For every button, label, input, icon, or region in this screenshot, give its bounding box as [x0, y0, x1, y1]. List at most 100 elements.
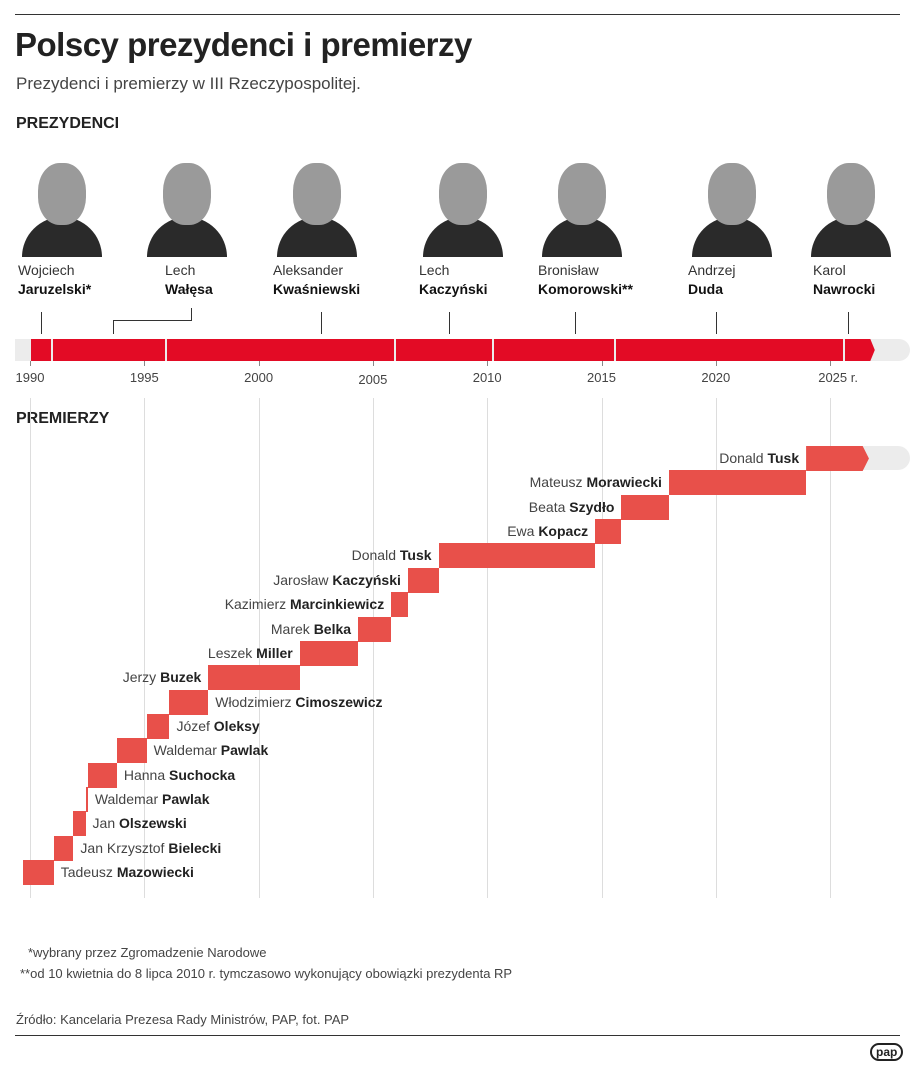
- pm-label: Beata Szydło: [529, 495, 615, 519]
- president-connector: [113, 320, 114, 334]
- president-name: Wojciech Jaruzelski*: [18, 261, 91, 299]
- last-name: Cimoszewicz: [295, 693, 383, 710]
- gridline: [372, 398, 374, 898]
- last-name: Suchocka: [169, 766, 236, 783]
- pm-bar: [438, 543, 596, 569]
- pm-bar: [23, 860, 54, 885]
- first-name: Aleksander: [273, 262, 344, 278]
- tick-mark: [30, 360, 31, 366]
- last-name: Pawlak: [162, 790, 210, 807]
- last-name: Jaruzelski*: [18, 281, 92, 297]
- last-name: Oleksy: [213, 717, 260, 734]
- footnote-2: **od 10 kwietnia do 8 lipca 2010 r. tymc…: [20, 966, 513, 981]
- president-name: Bronisław Komorowski**: [538, 261, 633, 299]
- president-connector: [41, 312, 42, 334]
- first-name: Jan: [92, 815, 116, 832]
- gridline: [258, 398, 260, 898]
- tick-mark: [830, 360, 832, 366]
- gridline: [830, 398, 832, 898]
- president-connector: [716, 312, 717, 334]
- x-tick-label: 2015: [587, 370, 616, 385]
- pm-label: Mateusz Morawiecki: [530, 470, 662, 494]
- tick-mark: [715, 360, 717, 366]
- last-name: Szydło: [569, 498, 615, 515]
- future-band: [862, 446, 911, 470]
- pm-bar: [299, 640, 359, 666]
- x-tick-label: 2000: [244, 370, 274, 385]
- president-connector: [848, 312, 849, 334]
- last-name: Kopacz: [538, 523, 589, 540]
- president-connector: [575, 312, 576, 334]
- first-name: Lech: [419, 262, 450, 278]
- first-name: Tadeusz: [60, 864, 113, 880]
- president-name: Karol Nawrocki: [813, 261, 875, 299]
- last-name: Wałęsa: [165, 281, 213, 297]
- president-photo: [807, 155, 895, 257]
- first-name: Jarosław: [273, 571, 329, 588]
- pm-label: Jan Krzysztof Bielecki: [80, 836, 221, 860]
- presidents-heading: PREZYDENCI: [16, 115, 120, 132]
- president-connector: [321, 312, 322, 334]
- source: Źródło: Kancelaria Prezesa Rady Ministró…: [16, 1012, 350, 1027]
- last-name: Duda: [688, 281, 723, 297]
- last-name: Nawrocki: [813, 281, 876, 297]
- gridline: [715, 398, 717, 898]
- first-name: Jan Krzysztof: [80, 839, 165, 856]
- tick-mark: [601, 360, 603, 366]
- first-name: Bronisław: [538, 262, 599, 278]
- top-rule: [15, 14, 900, 15]
- x-tick-label: 2005: [358, 372, 388, 387]
- last-name: Bielecki: [168, 839, 222, 856]
- president-name: Lech Kaczyński: [419, 261, 487, 299]
- pm-bar: [208, 665, 300, 691]
- pm-label: Jan Olszewski: [93, 811, 187, 835]
- first-name: Andrzej: [688, 262, 736, 278]
- pm-bar: [116, 738, 147, 764]
- president-photo: [18, 155, 106, 257]
- pm-label: Marek Belka: [271, 617, 351, 641]
- last-name: Marcinkiewicz: [290, 596, 385, 613]
- bottom-rule: [15, 1035, 900, 1036]
- first-name: Karol: [813, 262, 846, 278]
- last-name: Pawlak: [220, 742, 269, 759]
- pm-bar: [595, 519, 622, 545]
- last-name: Belka: [313, 620, 352, 637]
- first-name: Ewa: [507, 523, 535, 540]
- first-name: Mateusz: [529, 474, 583, 491]
- last-name: Buzek: [160, 669, 202, 686]
- president-photo: [419, 155, 507, 257]
- pm-label: Waldemar Pawlak: [95, 787, 210, 811]
- president-bar: [494, 339, 615, 361]
- last-name: Kaczyński: [332, 571, 401, 588]
- president-connector: [449, 312, 450, 334]
- pm-label: Kazimierz Marcinkiewicz: [225, 592, 385, 616]
- gridline: [487, 398, 489, 898]
- page-title: Polscy prezydenci i premierzy: [15, 26, 472, 63]
- president-connector: [113, 320, 192, 321]
- president-name: Andrzej Duda: [688, 261, 735, 299]
- first-name: Józef: [176, 717, 210, 734]
- pm-label: Donald Tusk: [719, 446, 799, 470]
- pm-label: Ewa Kopacz: [507, 519, 588, 543]
- last-name: Komorowski**: [538, 281, 633, 297]
- pm-bar: [146, 713, 170, 739]
- last-name: Tusk: [767, 450, 800, 467]
- tick-mark: [258, 360, 260, 366]
- gridline: [601, 398, 603, 898]
- pm-label: Tadeusz Mazowiecki: [61, 860, 194, 884]
- gridline: [30, 398, 31, 898]
- last-name: Tusk: [399, 547, 432, 564]
- pm-bar: [621, 494, 669, 520]
- pm-bar: [806, 446, 869, 472]
- pm-label: Donald Tusk: [352, 543, 432, 567]
- x-tick-label: 2010: [472, 370, 502, 385]
- pm-label: Hanna Suchocka: [124, 763, 235, 787]
- first-name: Beata: [528, 498, 566, 515]
- x-tick-label: 1995: [129, 370, 159, 385]
- pap-logo: pap: [870, 1043, 904, 1061]
- pms-heading: PREMIERZY: [16, 410, 110, 427]
- president-bar: [31, 339, 52, 361]
- pm-label: Jarosław Kaczyński: [273, 568, 401, 592]
- last-name: Olszewski: [119, 815, 187, 832]
